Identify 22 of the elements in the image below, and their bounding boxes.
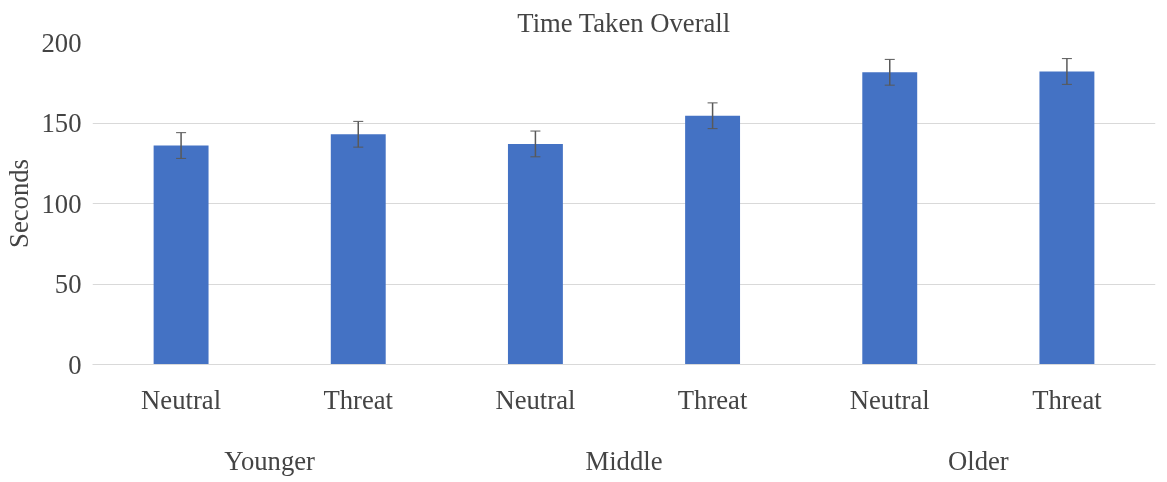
y-tick-label: 200 <box>41 27 82 58</box>
y-axis-title: Seconds <box>3 159 34 248</box>
text: Middle <box>585 445 663 476</box>
y-tick-label: 50 <box>54 269 82 299</box>
bar <box>153 145 209 365</box>
x-tick-label: Neutral <box>141 384 222 415</box>
chart-title: Time Taken Overall <box>517 7 731 38</box>
bar <box>685 115 741 365</box>
bar <box>862 72 918 365</box>
x-tick-label: Threat <box>1032 384 1103 415</box>
y-tick-label: 100 <box>41 188 82 219</box>
x-tick-label: Threat <box>323 384 394 415</box>
y-tick-label: 150 <box>41 108 82 138</box>
text: Younger <box>224 445 316 476</box>
bar <box>507 143 563 365</box>
bar <box>1039 71 1095 365</box>
y-tick-label: 0 <box>68 349 82 380</box>
x-tick-label: Neutral <box>495 384 576 415</box>
x-tick-label: Neutral <box>849 384 930 415</box>
text: Older <box>947 445 1009 476</box>
x-tick-label: Threat <box>677 384 748 415</box>
bar <box>330 134 386 365</box>
